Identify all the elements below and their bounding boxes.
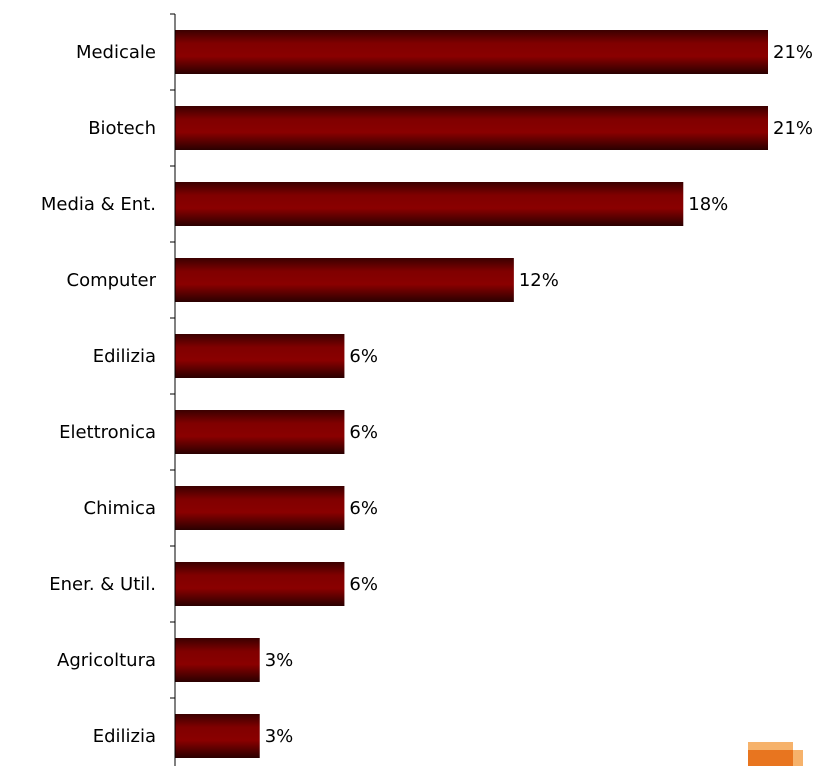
bar <box>175 714 260 758</box>
category-label: Edilizia <box>93 346 156 367</box>
category-label: Edilizia <box>93 726 156 747</box>
category-label: Agricoltura <box>57 650 156 671</box>
category-label: Elettronica <box>59 422 156 443</box>
value-label: 6% <box>349 346 378 367</box>
orange-squares-logo-icon <box>748 742 803 766</box>
value-label: 18% <box>688 194 728 215</box>
value-label: 3% <box>265 650 294 671</box>
value-label: 12% <box>519 270 559 291</box>
value-label: 3% <box>265 726 294 747</box>
category-label: Medicale <box>76 42 156 63</box>
value-label: 6% <box>349 574 378 595</box>
category-label: Media & Ent. <box>41 194 156 215</box>
value-labels: 21% 21% 18% 12% 6% 6% 6% 6% 3% 3% <box>265 42 813 747</box>
value-label: 21% <box>773 42 813 63</box>
value-label: 6% <box>349 422 378 443</box>
bars-group <box>175 30 768 758</box>
category-label: Ener. & Util. <box>49 574 156 595</box>
category-label: Biotech <box>88 118 156 139</box>
bar <box>175 106 768 150</box>
bar <box>175 30 768 74</box>
bar <box>175 486 345 530</box>
value-label: 21% <box>773 118 813 139</box>
category-label: Chimica <box>84 498 156 519</box>
category-label: Computer <box>67 270 157 291</box>
bar <box>175 182 684 226</box>
bar <box>175 258 514 302</box>
bar <box>175 410 345 454</box>
category-labels: Medicale Biotech Media & Ent. Computer Edili… <box>41 42 157 747</box>
bar <box>175 562 345 606</box>
bar <box>175 638 260 682</box>
bar <box>175 334 345 378</box>
y-axis <box>170 13 176 766</box>
value-label: 6% <box>349 498 378 519</box>
logo-square-top <box>748 742 793 750</box>
